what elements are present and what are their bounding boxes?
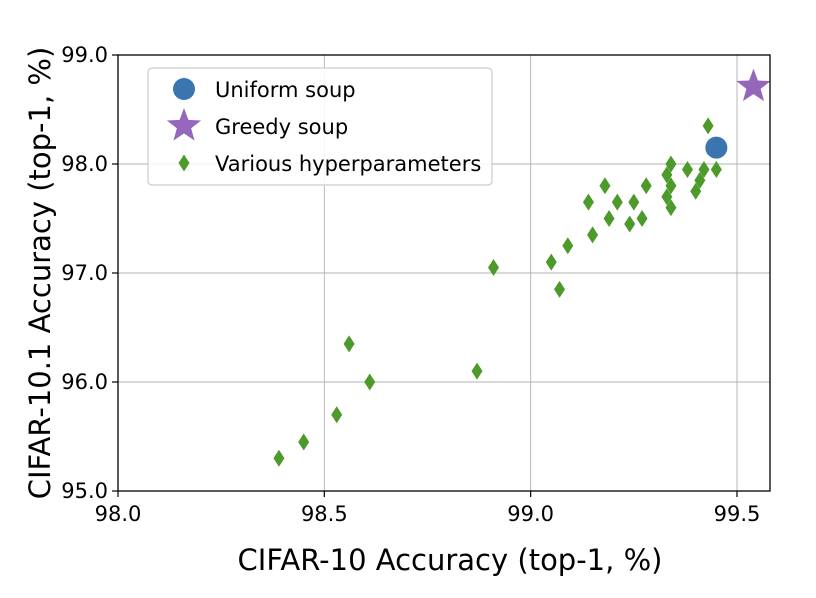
- data-points: [273, 68, 771, 467]
- diamond-data-point: [702, 117, 714, 135]
- legend-label-greedy-soup: Greedy soup: [215, 115, 348, 139]
- legend-diamond-icon: [178, 154, 190, 172]
- y-tick-label: 97.0: [61, 261, 108, 285]
- axis-ticks: 98.0 98.5 99.0 99.5 95.0 96.0 97.0 98.0 99.0: [61, 43, 760, 526]
- y-tick-label: 99.0: [61, 43, 108, 67]
- legend: Uniform soup Greedy soup Various hyperpa…: [147, 67, 493, 186]
- diamond-data-point: [599, 177, 611, 195]
- diamond-data-point: [661, 166, 673, 184]
- diamond-data-point: [611, 193, 623, 211]
- diamond-data-point: [343, 335, 355, 353]
- diamond-data-point: [364, 373, 376, 391]
- diamond-data-point: [554, 280, 566, 298]
- diamond-data-point: [273, 449, 285, 467]
- diamond-data-point: [562, 237, 574, 255]
- diamond-data-point: [488, 259, 500, 277]
- diamond-data-point: [665, 199, 677, 217]
- diamond-data-point: [710, 160, 722, 178]
- legend-label-uniform-soup: Uniform soup: [215, 78, 356, 102]
- diamond-data-point: [331, 406, 343, 424]
- diamond-data-point: [661, 188, 673, 206]
- legend-circle-icon: [173, 78, 195, 100]
- diamond-data-point: [636, 210, 648, 227]
- diamond-data-point: [698, 160, 710, 178]
- diamond-data-point: [640, 177, 652, 195]
- diamond-data-point: [587, 226, 599, 244]
- x-tick-label: 98.5: [301, 502, 348, 526]
- diamond-data-point: [582, 193, 594, 211]
- x-tick-label: 99.5: [714, 502, 761, 526]
- circle-data-point: [705, 136, 728, 159]
- diamond-data-point: [628, 193, 640, 211]
- y-tick-label: 96.0: [61, 370, 108, 394]
- diamond-data-point: [471, 362, 483, 380]
- diamond-data-point: [545, 253, 557, 271]
- diamond-data-point: [690, 182, 702, 200]
- diamond-data-point: [624, 215, 636, 233]
- x-axis-label: CIFAR-10 Accuracy (top-1, %): [238, 543, 663, 577]
- legend-symbols: [166, 78, 202, 172]
- legend-box: [147, 67, 493, 186]
- y-tick-label: 95.0: [61, 479, 108, 503]
- legend-label-various-hyperparameters: Various hyperparameters: [215, 152, 481, 176]
- diamond-data-point: [665, 155, 677, 173]
- diamond-data-point: [298, 433, 310, 451]
- y-axis-label: CIFAR-10.1 Accuracy (top-1, %): [23, 47, 57, 500]
- diamond-data-point: [694, 171, 706, 189]
- star-data-point: [736, 68, 771, 102]
- x-tick-label: 98.0: [95, 502, 142, 526]
- y-tick-label: 98.0: [61, 152, 108, 176]
- diamond-data-point: [665, 177, 677, 195]
- legend-star-icon: [166, 108, 202, 141]
- diamond-data-point: [603, 210, 615, 227]
- x-tick-label: 99.0: [507, 502, 554, 526]
- diamond-data-point: [681, 160, 693, 178]
